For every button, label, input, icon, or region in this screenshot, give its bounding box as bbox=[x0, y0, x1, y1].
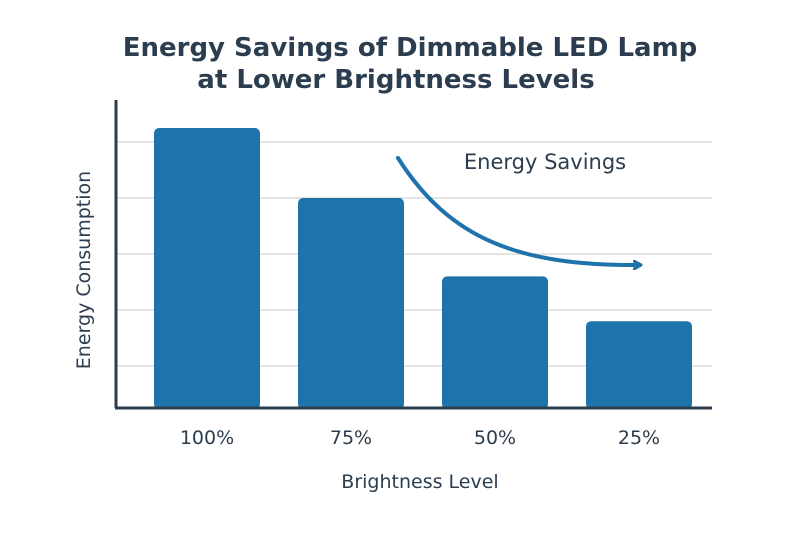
x-tick-label-100pct: 100% bbox=[180, 427, 234, 449]
x-tick-labels: 100% 75% 50% 25% bbox=[180, 427, 660, 449]
chart-title-line-1: Energy Savings of Dimmable LED Lamp bbox=[123, 33, 698, 63]
x-tick-label-50pct: 50% bbox=[474, 427, 516, 449]
savings-annotation: Energy Savings bbox=[464, 150, 626, 174]
bars bbox=[154, 128, 692, 409]
x-tick-label-75pct: 75% bbox=[330, 427, 372, 449]
bar-75pct bbox=[298, 198, 404, 409]
bar-100pct bbox=[154, 128, 260, 409]
x-tick-label-25pct: 25% bbox=[618, 427, 660, 449]
bar-50pct bbox=[442, 276, 548, 409]
bar-25pct bbox=[586, 321, 692, 409]
chart-title-line-2: at Lower Brightness Levels bbox=[197, 65, 594, 95]
x-axis-label: Brightness Level bbox=[341, 471, 498, 493]
y-axis-label: Energy Consumption bbox=[73, 171, 95, 369]
savings-arrow bbox=[396, 156, 640, 265]
